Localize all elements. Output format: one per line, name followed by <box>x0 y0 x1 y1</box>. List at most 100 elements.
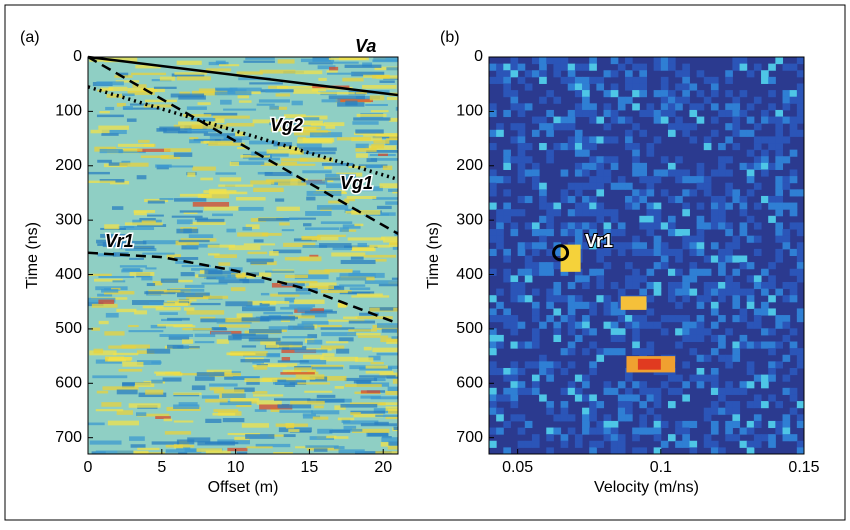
background-texture <box>489 248 497 256</box>
background-texture <box>531 308 540 316</box>
background-texture <box>617 447 626 454</box>
background-texture <box>503 275 511 283</box>
x-tick-label: 20 <box>374 459 392 476</box>
background-texture <box>273 249 302 254</box>
background-texture <box>603 295 612 303</box>
background-texture <box>546 301 554 309</box>
background-texture <box>273 452 293 454</box>
background-texture <box>610 321 619 329</box>
background-texture <box>228 245 261 251</box>
background-texture <box>710 116 719 124</box>
background-texture <box>660 76 669 84</box>
background-texture <box>739 162 748 170</box>
background-texture <box>351 71 385 77</box>
background-texture <box>339 273 376 279</box>
background-texture <box>489 189 497 197</box>
background-texture <box>124 222 163 226</box>
background-texture <box>603 229 612 237</box>
background-texture <box>696 162 705 170</box>
background-texture <box>732 348 741 356</box>
background-texture <box>531 222 540 230</box>
background-texture <box>610 301 619 309</box>
background-texture <box>118 240 147 245</box>
background-texture <box>732 268 741 276</box>
background-texture <box>667 315 676 323</box>
background-texture <box>372 75 390 79</box>
background-texture <box>517 281 526 290</box>
background-texture <box>284 274 308 279</box>
background-texture <box>489 63 497 71</box>
background-texture <box>253 239 264 243</box>
background-texture <box>710 255 719 263</box>
background-texture <box>531 341 540 349</box>
background-texture <box>496 129 504 137</box>
background-texture <box>510 414 519 422</box>
background-texture <box>560 63 569 71</box>
background-texture <box>503 447 511 454</box>
background-texture <box>625 281 633 290</box>
background-texture <box>213 389 245 394</box>
background-texture <box>582 96 590 104</box>
background-texture <box>675 70 683 78</box>
background-texture <box>539 354 547 362</box>
background-texture <box>746 420 755 429</box>
background-texture <box>768 328 776 336</box>
background-texture <box>775 248 784 256</box>
background-texture <box>539 394 547 402</box>
background-texture <box>165 449 202 453</box>
background-texture <box>503 162 511 170</box>
background-texture <box>782 176 791 184</box>
background-texture <box>546 361 554 369</box>
background-texture <box>560 434 569 442</box>
background-texture <box>753 374 762 382</box>
background-texture <box>689 176 698 184</box>
background-texture <box>180 272 195 277</box>
background-texture <box>782 103 791 111</box>
background-texture <box>796 116 804 124</box>
background-texture <box>253 394 284 397</box>
background-texture <box>288 429 300 433</box>
background-texture <box>496 215 504 223</box>
background-texture <box>319 243 352 248</box>
background-texture <box>270 127 306 132</box>
background-texture <box>167 317 190 321</box>
background-texture <box>610 70 619 78</box>
background-texture <box>596 401 605 409</box>
background-texture <box>531 169 540 177</box>
background-texture <box>392 378 398 384</box>
background-texture <box>789 123 798 131</box>
background-texture <box>646 103 655 111</box>
background-texture <box>277 404 312 409</box>
background-texture <box>344 198 356 202</box>
background-texture <box>582 315 590 323</box>
background-texture <box>123 226 135 229</box>
background-texture <box>639 222 647 230</box>
background-texture <box>682 96 690 104</box>
background-texture <box>164 431 192 435</box>
background-texture <box>603 381 612 389</box>
background-texture <box>646 209 655 217</box>
background-texture <box>796 70 804 78</box>
background-texture <box>746 116 755 124</box>
background-texture <box>517 288 526 296</box>
x-tick-label: 0 <box>84 459 93 476</box>
background-texture <box>653 235 662 243</box>
background-texture <box>355 92 368 95</box>
background-texture <box>725 242 733 250</box>
background-texture <box>582 321 590 329</box>
background-texture <box>768 434 776 442</box>
background-texture <box>293 89 319 94</box>
background-texture <box>746 70 755 78</box>
background-texture <box>347 291 375 295</box>
background-texture <box>682 70 690 78</box>
background-texture <box>186 295 212 300</box>
background-texture <box>782 229 791 237</box>
background-texture <box>610 440 619 448</box>
background-texture <box>524 143 533 151</box>
background-texture <box>539 321 547 329</box>
background-texture <box>281 158 308 162</box>
background-texture <box>343 316 358 319</box>
background-texture <box>153 86 177 89</box>
background-texture <box>489 76 497 84</box>
background-texture <box>359 375 396 378</box>
